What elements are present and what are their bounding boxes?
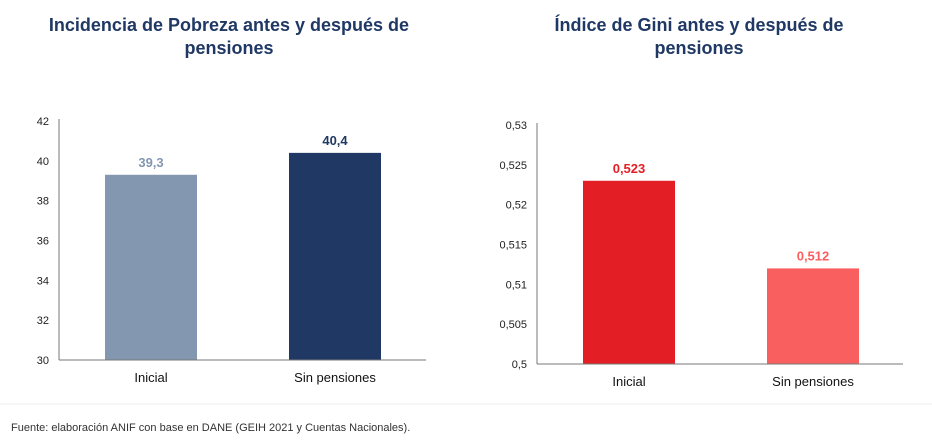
y-tick-label: 0,51: [506, 279, 527, 291]
y-tick-label: 32: [37, 315, 49, 327]
chart-title: pensiones: [654, 38, 743, 58]
x-tick-label: Inicial: [134, 370, 167, 385]
data-label: 40,4: [322, 133, 348, 148]
y-tick-label: 36: [37, 236, 49, 248]
bar-inicial: [105, 174, 197, 360]
bar-sin-pensiones: [289, 152, 381, 360]
y-tick-label: 38: [37, 196, 49, 208]
y-tick-label: 0,5: [512, 359, 527, 371]
y-tick-label: 0,52: [506, 200, 527, 212]
y-tick-label: 30: [37, 355, 49, 367]
x-tick-label: Sin pensiones: [772, 374, 854, 389]
poverty-chart: Incidencia de Pobreza antes y después de…: [37, 15, 426, 385]
y-tick-label: 34: [37, 275, 49, 287]
data-label: 0,512: [797, 248, 830, 263]
bar-inicial: [583, 180, 675, 364]
data-label: 39,3: [138, 155, 163, 170]
y-tick-label: 0,505: [499, 319, 527, 331]
x-tick-label: Inicial: [612, 374, 645, 389]
bar-sin-pensiones: [767, 268, 859, 364]
y-tick-label: 42: [37, 116, 49, 128]
gini-chart: Índice de Gini antes y después de pension…: [499, 14, 903, 389]
y-tick-label: 0,525: [499, 160, 527, 172]
chart-title: Índice de Gini antes y después de: [554, 14, 843, 35]
chart-title: pensiones: [184, 38, 273, 58]
y-tick-label: 0,515: [499, 240, 527, 252]
x-tick-label: Sin pensiones: [294, 370, 376, 385]
y-tick-label: 0,53: [506, 120, 527, 132]
data-label: 0,523: [613, 161, 646, 176]
y-tick-label: 40: [37, 156, 49, 168]
footer-source: Fuente: elaboración ANIF con base en DAN…: [11, 422, 410, 434]
chart-title: Incidencia de Pobreza antes y después de: [49, 15, 409, 35]
